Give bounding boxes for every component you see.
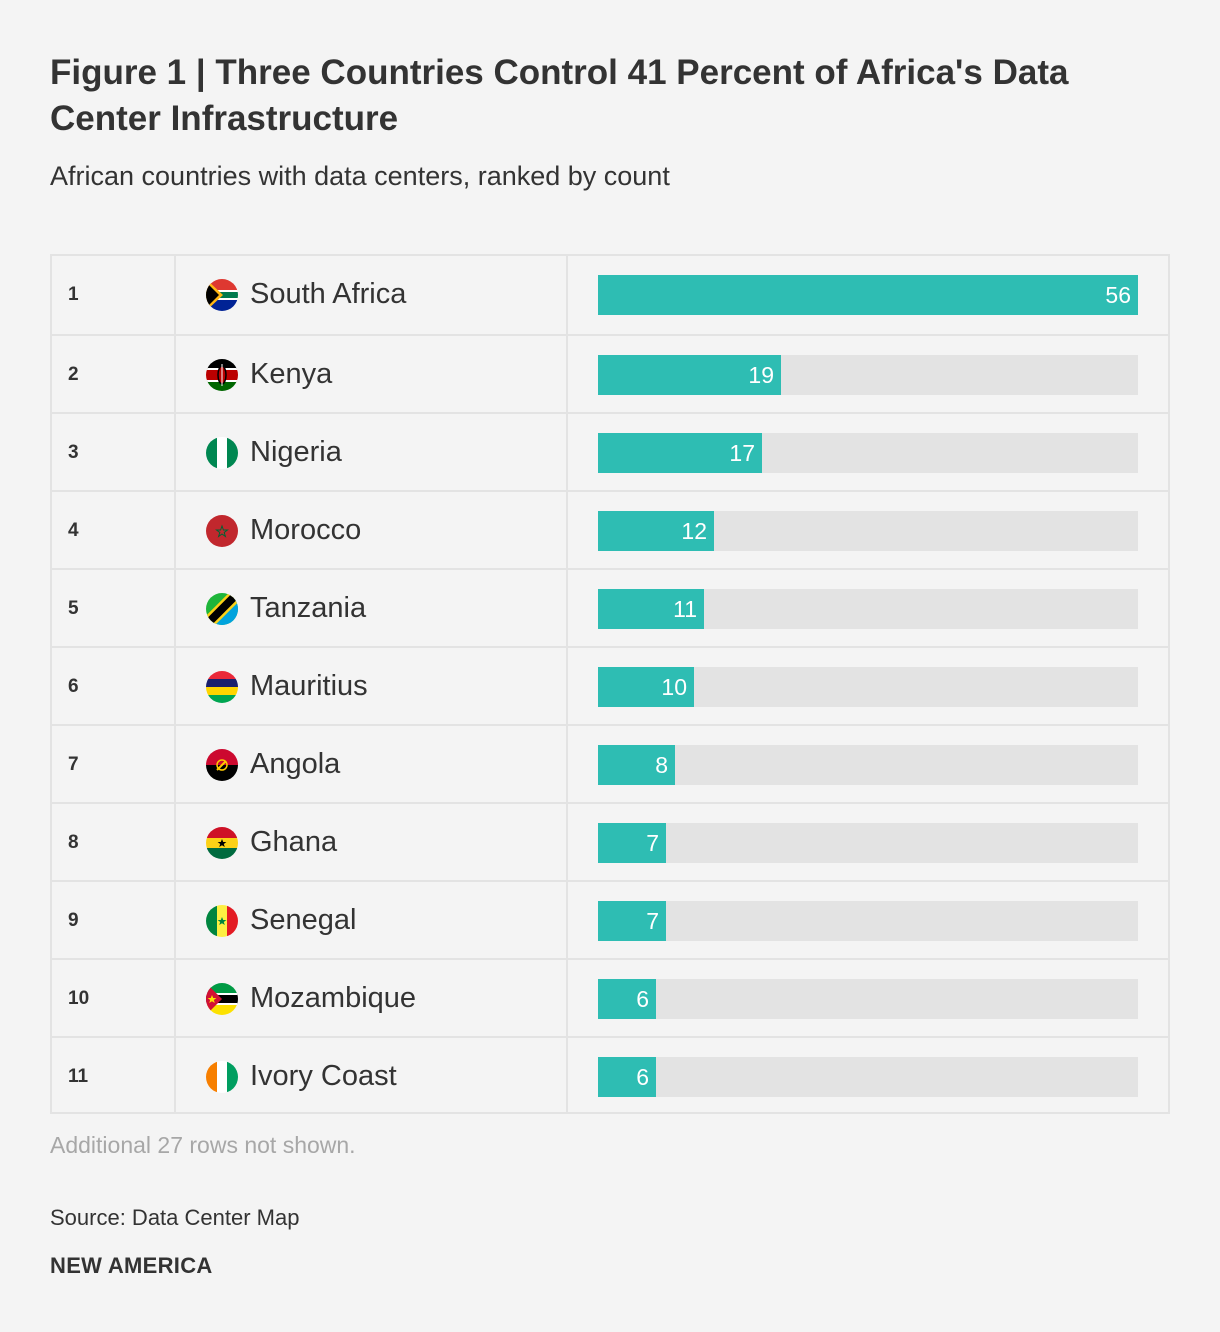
country-label: Ghana bbox=[250, 826, 338, 858]
bar bbox=[598, 745, 675, 785]
bar-value-label: 11 bbox=[673, 596, 697, 622]
rank-label: 10 bbox=[68, 988, 90, 1009]
bar-value-label: 7 bbox=[646, 830, 659, 856]
bar-track: 12 bbox=[598, 511, 1138, 551]
bar-track: 8 bbox=[598, 745, 1138, 785]
bar-track: 6 bbox=[598, 1057, 1138, 1097]
rank-label: 8 bbox=[68, 832, 79, 853]
rank-label: 1 bbox=[68, 284, 79, 305]
bar bbox=[598, 511, 714, 551]
kenya-flag-icon bbox=[206, 359, 238, 391]
mauritius-flag-icon bbox=[206, 671, 238, 703]
country-label: Nigeria bbox=[250, 436, 342, 468]
country-label: Angola bbox=[250, 748, 341, 780]
source-credit: Source: Data Center Map bbox=[50, 1205, 300, 1230]
table-row: 8 Ghana 7 bbox=[52, 802, 1168, 880]
rows-not-shown-note: Additional 27 rows not shown. bbox=[50, 1132, 356, 1158]
brand-logo-text: NEW AMERICA bbox=[50, 1253, 213, 1278]
morocco-flag-icon bbox=[206, 515, 238, 547]
tanzania-flag-icon bbox=[206, 593, 238, 625]
rank-label: 9 bbox=[68, 910, 79, 931]
rank-label: 11 bbox=[68, 1066, 89, 1087]
bar-track: 10 bbox=[598, 667, 1138, 707]
rank-label: 5 bbox=[68, 598, 79, 619]
bar bbox=[598, 589, 704, 629]
rank-label: 6 bbox=[68, 676, 79, 697]
bar bbox=[598, 275, 1138, 315]
chart-subtitle: African countries with data centers, ran… bbox=[50, 161, 670, 191]
table-row: 10 Mozambique 6 bbox=[52, 958, 1168, 1036]
rank-label: 2 bbox=[68, 364, 79, 385]
senegal-flag-icon bbox=[206, 905, 238, 937]
rank-label: 3 bbox=[68, 442, 79, 463]
bar bbox=[598, 433, 762, 473]
country-label: Senegal bbox=[250, 904, 357, 936]
bar-value-label: 17 bbox=[729, 440, 755, 466]
angola-flag-icon bbox=[206, 749, 238, 781]
bar-column-divider bbox=[566, 256, 568, 1112]
table-row: 11 Ivory Coast 6 bbox=[52, 1036, 1168, 1114]
rank-column-divider bbox=[174, 256, 176, 1112]
bar bbox=[598, 901, 666, 941]
bar-value-label: 19 bbox=[748, 362, 774, 388]
country-label: Mauritius bbox=[250, 670, 368, 702]
table-row: 3 Nigeria 17 bbox=[52, 412, 1168, 490]
bar-value-label: 8 bbox=[655, 752, 668, 778]
bar-track: 7 bbox=[598, 901, 1138, 941]
bar-value-label: 10 bbox=[661, 674, 687, 700]
bar bbox=[598, 1057, 656, 1097]
table-row: 2 Kenya 19 bbox=[52, 334, 1168, 412]
bar-value-label: 56 bbox=[1105, 282, 1131, 308]
ranking-table: 1 South Africa 56 2 Kenya 19 3 Nigeria 17 4 Morocc… bbox=[50, 254, 1170, 1114]
bar bbox=[598, 823, 666, 863]
bar-track: 6 bbox=[598, 979, 1138, 1019]
rank-label: 7 bbox=[68, 754, 79, 775]
country-label: Ivory Coast bbox=[250, 1060, 397, 1092]
mozambique-flag-icon bbox=[206, 983, 238, 1015]
chart-title: Figure 1 | Three Countries Control 41 Pe… bbox=[50, 53, 1069, 138]
table-row: 1 South Africa 56 bbox=[52, 256, 1168, 334]
bar-track: 19 bbox=[598, 355, 1138, 395]
bar-value-label: 7 bbox=[646, 908, 659, 934]
bar bbox=[598, 667, 694, 707]
country-label: South Africa bbox=[250, 278, 407, 310]
south-africa-flag-icon bbox=[206, 279, 238, 311]
bar bbox=[598, 355, 781, 395]
table-row: 4 Morocco 12 bbox=[52, 490, 1168, 568]
country-label: Morocco bbox=[250, 514, 362, 546]
bar-value-label: 6 bbox=[636, 986, 649, 1012]
country-label: Mozambique bbox=[250, 982, 417, 1014]
table-row: 7 Angola 8 bbox=[52, 724, 1168, 802]
bar-track: 11 bbox=[598, 589, 1138, 629]
country-label: Kenya bbox=[250, 358, 333, 390]
bar-value-label: 6 bbox=[636, 1064, 649, 1090]
bar-track: 17 bbox=[598, 433, 1138, 473]
country-label: Tanzania bbox=[250, 592, 367, 624]
nigeria-flag-icon bbox=[206, 437, 238, 469]
table-row: 6 Mauritius 10 bbox=[52, 646, 1168, 724]
table-row: 9 Senegal 7 bbox=[52, 880, 1168, 958]
bar-track: 56 bbox=[598, 275, 1138, 315]
bar bbox=[598, 979, 656, 1019]
bar-value-label: 12 bbox=[681, 518, 707, 544]
ivory-coast-flag-icon bbox=[206, 1061, 238, 1093]
ghana-flag-icon bbox=[206, 827, 238, 859]
rank-label: 4 bbox=[68, 520, 79, 541]
table-row: 5 Tanzania 11 bbox=[52, 568, 1168, 646]
bar-track: 7 bbox=[598, 823, 1138, 863]
